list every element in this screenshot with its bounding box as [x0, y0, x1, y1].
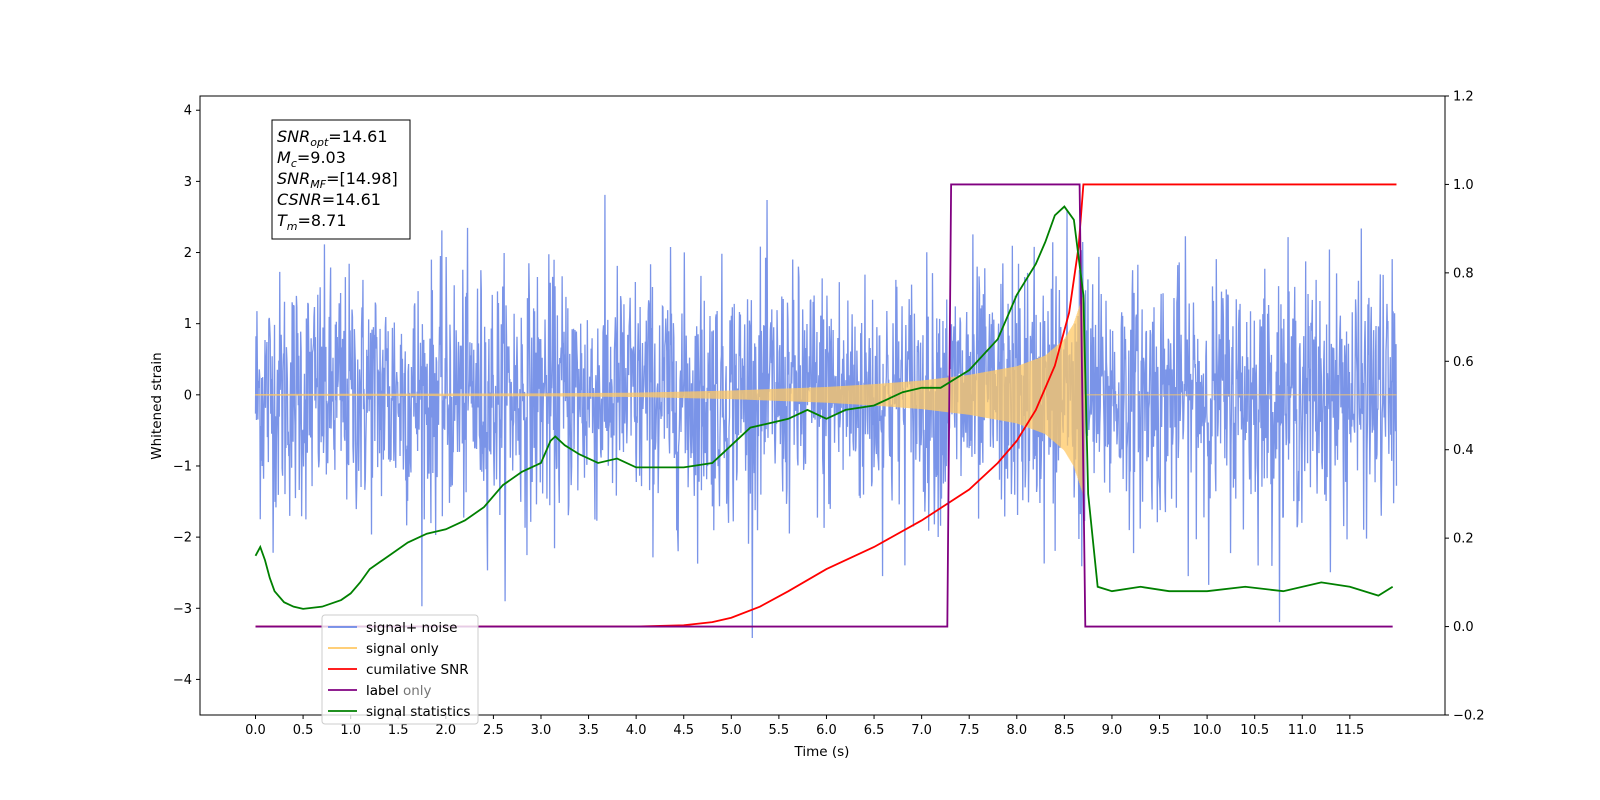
x-tick-label: 3.5 [578, 723, 599, 738]
series-cumulative-snr [255, 183, 1397, 628]
legend-entry: signal+ noise [366, 620, 457, 636]
y2-tick-label: 0.2 [1453, 532, 1474, 547]
series-signal-only [254, 295, 1397, 495]
x-axis: 0.0 0.5 1.0 1.5 2.0 2.5 3.0 3.5 4.0 4.5 5.0 5.5 6.0 6… [245, 715, 1364, 738]
y-tick-label: 3 [184, 175, 192, 190]
annotation-line: Tm=8.71 [277, 211, 347, 233]
x-tick-label: 4.0 [626, 723, 647, 738]
legend-hidden-text: label only [366, 683, 432, 699]
x-tick-label: 2.5 [483, 723, 504, 738]
y-axis-label: Whitened strain [149, 352, 165, 459]
x-tick-label: 9.5 [1149, 723, 1170, 738]
series-signal-noise [254, 194, 1398, 638]
x-tick-label: 0.5 [293, 723, 314, 738]
left-y-axis: −4 −3 −2 −1 0 1 2 3 4 [173, 104, 200, 688]
x-tick-label: 4.5 [673, 723, 694, 738]
annotation-line: SNRopt=14.61 [277, 127, 388, 149]
x-tick-label: 2.0 [435, 723, 456, 738]
x-tick-label: 1.5 [388, 723, 409, 738]
legend-entry: signal statistics [366, 704, 470, 720]
x-tick-label: 10.0 [1193, 723, 1222, 738]
y2-tick-label: 1.0 [1453, 178, 1474, 193]
x-tick-label: 11.5 [1335, 723, 1364, 738]
x-tick-label: 9.0 [1102, 723, 1123, 738]
annotation-line: CSNR=14.61 [277, 190, 381, 209]
y2-tick-label: −0.2 [1453, 709, 1485, 724]
series-layer [254, 183, 1398, 638]
y-tick-label: −1 [173, 459, 192, 474]
x-tick-label: 10.5 [1240, 723, 1269, 738]
x-tick-label: 5.0 [721, 723, 742, 738]
annotation-box: SNRopt=14.61Mc=9.03SNRMF=[14.98]CSNR=14.… [271, 119, 411, 240]
y-tick-label: 0 [184, 388, 192, 403]
y-tick-label: −4 [173, 673, 192, 688]
y-tick-label: −3 [173, 602, 192, 617]
annotation-line: Mc=9.03 [277, 148, 346, 170]
x-tick-label: 7.0 [911, 723, 932, 738]
legend-frame [321, 614, 479, 725]
y2-tick-label: 0.4 [1453, 443, 1474, 458]
series-signal-statistics [254, 205, 1394, 610]
x-tick-label: 1.0 [340, 723, 361, 738]
right-y-axis: −0.2 0.0 0.2 0.4 0.6 0.8 1.0 1.2 [1445, 90, 1485, 724]
y2-tick-label: 0.0 [1453, 620, 1474, 635]
x-tick-label: 11.0 [1288, 723, 1317, 738]
x-tick-label: 5.5 [769, 723, 790, 738]
annotation-line: SNRMF=[14.98] [277, 169, 398, 191]
y-tick-label: 4 [184, 104, 192, 119]
y-tick-label: 1 [184, 317, 192, 332]
annotation-frame [271, 119, 411, 240]
y2-tick-label: 0.6 [1453, 355, 1474, 370]
y2-tick-label: 1.2 [1453, 90, 1474, 105]
x-tick-label: 6.0 [816, 723, 837, 738]
legend-entry: cumilative SNR [366, 662, 469, 678]
y2-tick-label: 0.8 [1453, 266, 1474, 281]
x-tick-label: 7.5 [959, 723, 980, 738]
y-tick-label: 2 [184, 246, 192, 261]
series-label [255, 183, 1393, 628]
x-tick-label: 8.0 [1006, 723, 1027, 738]
legend-entry: signal only [366, 641, 439, 657]
x-tick-label: 8.5 [1054, 723, 1075, 738]
legend: label only signal+ noise signal only cumila… [321, 614, 479, 725]
y-tick-label: −2 [173, 531, 192, 546]
x-tick-label: 6.5 [864, 723, 885, 738]
x-tick-label: 0.0 [245, 723, 266, 738]
x-tick-label: 3.0 [531, 723, 552, 738]
plot-frame [199, 95, 1446, 716]
x-axis-label: Time (s) [794, 744, 850, 760]
legend-entry: label [366, 683, 399, 699]
